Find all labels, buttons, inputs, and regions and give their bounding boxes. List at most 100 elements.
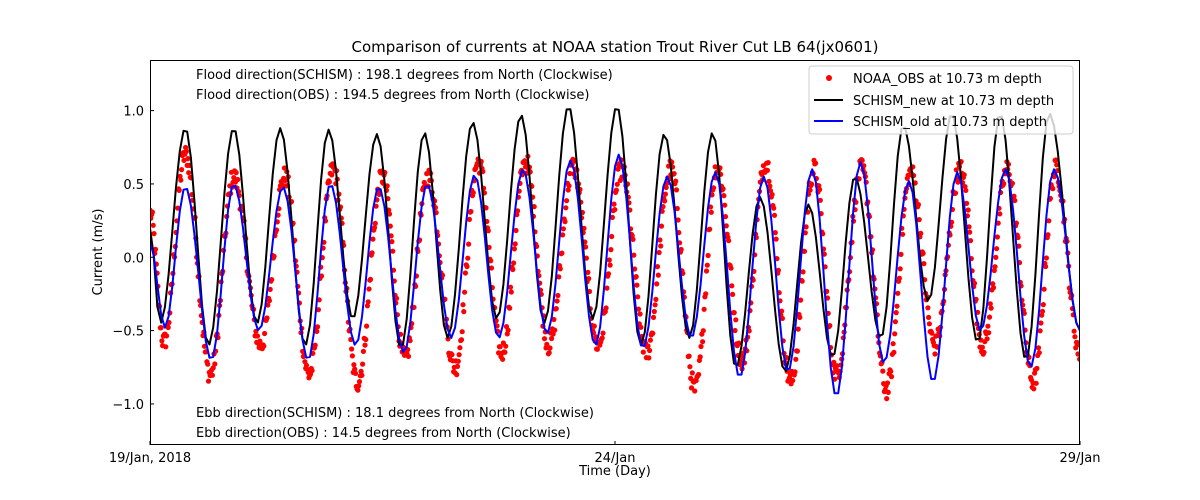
obs-point <box>723 223 729 229</box>
obs-point <box>1043 255 1049 261</box>
obs-point <box>550 331 556 337</box>
obs-point <box>566 183 572 189</box>
obs-point <box>647 347 653 354</box>
obs-point <box>834 363 840 369</box>
obs-point <box>609 214 616 220</box>
obs-point <box>352 366 358 372</box>
annotation-flood-schism: Flood direction(SCHISM) : 198.1 degrees … <box>196 68 613 83</box>
obs-point <box>988 305 994 311</box>
obs-point <box>388 233 394 239</box>
obs-point <box>458 337 465 343</box>
obs-point <box>329 172 335 178</box>
obs-point <box>541 336 548 342</box>
obs-point <box>797 314 803 320</box>
obs-point <box>997 211 1003 217</box>
obs-point <box>271 253 277 259</box>
obs-point <box>772 230 778 236</box>
series-line-schism-old <box>150 153 1080 395</box>
obs-point <box>638 324 644 330</box>
obs-point <box>511 246 517 252</box>
obs-point <box>163 344 169 350</box>
obs-point <box>953 167 959 173</box>
obs-point <box>703 268 710 274</box>
obs-point <box>708 209 714 215</box>
obs-point <box>457 345 463 351</box>
obs-point <box>608 247 614 253</box>
obs-point <box>809 181 815 187</box>
obs-point <box>364 323 370 329</box>
obs-point <box>686 353 692 359</box>
obs-point <box>675 217 681 223</box>
obs-point <box>888 368 894 374</box>
y-tick-label: 0.5 <box>123 178 144 193</box>
obs-point <box>531 204 537 210</box>
obs-point <box>697 354 703 360</box>
obs-point <box>567 170 573 177</box>
obs-point <box>507 284 514 290</box>
obs-point <box>367 276 374 282</box>
obs-point <box>793 356 799 362</box>
obs-point <box>233 170 239 176</box>
obs-point <box>462 270 468 276</box>
obs-point <box>151 231 157 237</box>
obs-point <box>312 342 318 348</box>
obs-point <box>470 190 476 196</box>
obs-point <box>895 290 901 296</box>
obs-point <box>800 269 806 275</box>
obs-point <box>1001 181 1007 187</box>
obs-point <box>884 396 890 402</box>
obs-point <box>303 362 310 368</box>
x-axis-label: Time (Day) <box>578 464 651 479</box>
obs-point <box>1053 157 1059 163</box>
obs-point <box>552 327 558 333</box>
obs-point <box>657 237 663 243</box>
obs-point <box>986 330 992 336</box>
obs-point <box>635 294 641 300</box>
obs-point <box>175 205 181 211</box>
obs-point <box>264 315 270 321</box>
obs-point <box>352 370 359 376</box>
obs-point <box>456 352 462 358</box>
obs-point <box>464 263 470 270</box>
obs-point <box>640 349 646 355</box>
obs-point <box>1012 197 1018 204</box>
legend-label-old: SCHISM_old at 10.73 m depth <box>853 115 1047 130</box>
obs-point <box>700 339 706 345</box>
obs-point <box>1040 302 1046 308</box>
obs-point <box>994 234 1001 240</box>
obs-point <box>993 254 999 260</box>
obs-point <box>549 335 555 342</box>
obs-point <box>1011 193 1017 199</box>
obs-point <box>507 305 513 311</box>
obs-point <box>1076 340 1080 346</box>
legend-label-obs: NOAA_OBS at 10.73 m depth <box>853 72 1042 87</box>
obs-point <box>728 265 734 271</box>
obs-point <box>916 217 922 223</box>
obs-point <box>185 156 191 162</box>
obs-point <box>186 170 192 176</box>
obs-point <box>318 273 325 279</box>
obs-point <box>955 179 961 185</box>
obs-point <box>766 178 772 184</box>
obs-point <box>807 187 813 193</box>
obs-point <box>896 275 903 281</box>
obs-point <box>963 187 969 193</box>
obs-point <box>515 208 521 214</box>
obs-point <box>606 257 612 263</box>
obs-point <box>729 283 735 289</box>
obs-point <box>309 368 315 374</box>
obs-point <box>583 244 589 250</box>
obs-point <box>650 330 656 336</box>
obs-point <box>674 205 680 212</box>
obs-point <box>559 250 565 256</box>
series-line-schism-new <box>150 108 1080 372</box>
obs-point <box>466 216 472 222</box>
obs-point <box>604 285 610 291</box>
obs-point <box>210 365 216 371</box>
obs-point <box>556 274 562 280</box>
annotation-flood-obs: Flood direction(OBS) : 194.5 degrees fro… <box>196 88 589 103</box>
obs-point <box>764 167 771 173</box>
obs-point <box>546 350 552 356</box>
obs-point <box>698 343 704 350</box>
